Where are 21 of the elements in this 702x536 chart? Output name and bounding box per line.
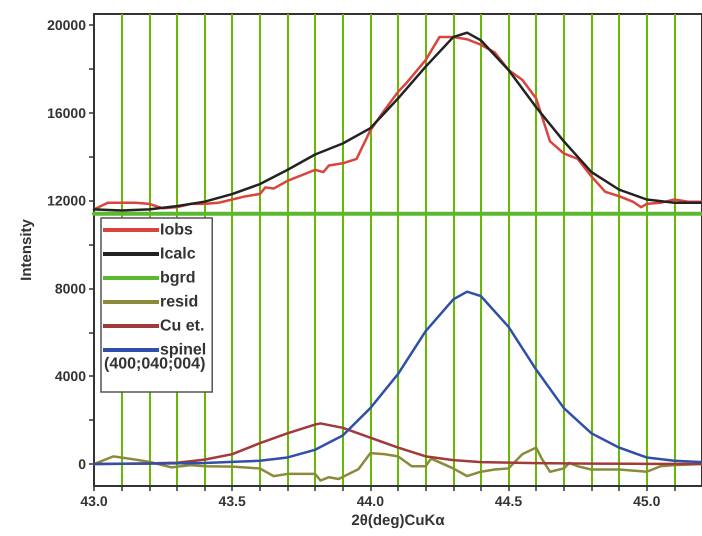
y-tick-label: 16000 [47, 104, 86, 121]
legend-label: Icalc [160, 246, 196, 262]
legend-label: spinel [160, 342, 206, 358]
y-tick-label: 12000 [47, 192, 86, 209]
legend-label: bgrd [160, 270, 196, 286]
y-tick-label: 0 [78, 456, 86, 472]
y-tick-label: 4000 [54, 368, 86, 384]
x-tick-label: 43.5 [218, 493, 246, 509]
annotation: (400;040;004) [104, 356, 206, 372]
x-tick-label: 44.0 [356, 493, 384, 509]
x-axis-title: 2θ(deg)CuKα [351, 512, 446, 529]
line-series [92, 290, 702, 466]
y-tick-label: 20000 [47, 16, 86, 33]
x-tick-label: 45.0 [633, 493, 661, 509]
y-axis-title: Intensity [18, 218, 35, 281]
legend-label: Iobs [160, 222, 193, 238]
legend-label: Cu et. [160, 318, 204, 334]
x-tick-label: 44.5 [494, 493, 522, 509]
x-tick-label: 43.0 [80, 493, 108, 509]
y-tick-label: 8000 [54, 280, 86, 296]
legend-label: resid [160, 294, 198, 310]
